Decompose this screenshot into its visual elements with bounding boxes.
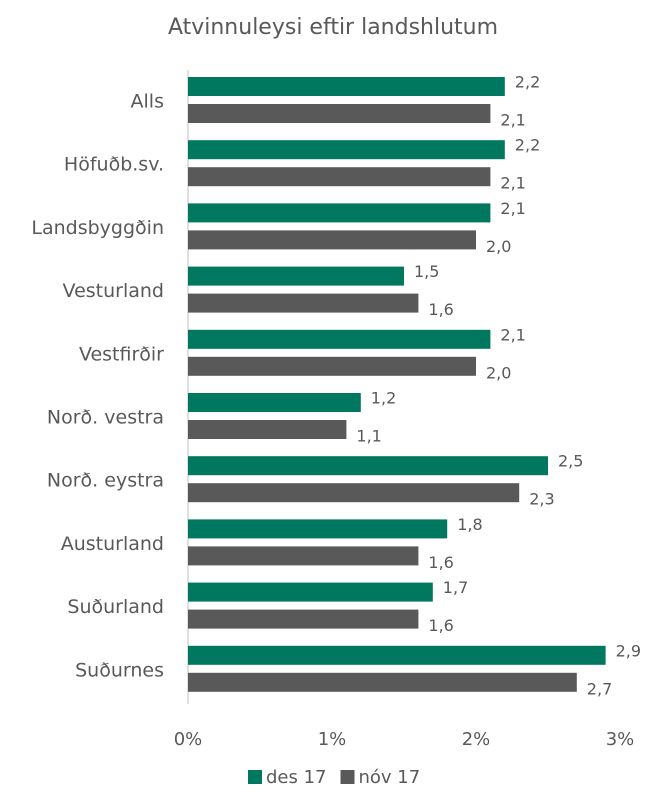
data-label: 1,6 xyxy=(428,616,453,635)
data-label: 1,8 xyxy=(457,515,482,534)
y-tick-label: Norð. vestra xyxy=(47,407,164,429)
bar xyxy=(188,329,491,349)
chart-title: Atvinnuleysi eftir landshlutum xyxy=(168,15,498,40)
bar xyxy=(188,77,505,96)
bar xyxy=(188,546,419,566)
bar xyxy=(188,456,548,476)
data-label: 1,1 xyxy=(356,427,381,446)
y-tick-label: Vesturland xyxy=(63,280,164,302)
y-tick-label: Suðurland xyxy=(67,596,164,618)
data-label: 2,9 xyxy=(616,641,641,660)
bar xyxy=(188,356,476,376)
x-tick-label: 1% xyxy=(318,729,347,750)
data-label: 2,5 xyxy=(558,452,583,471)
bar xyxy=(188,609,419,629)
data-label: 2,1 xyxy=(500,325,525,344)
legend-swatch xyxy=(340,770,355,784)
bar xyxy=(188,645,606,665)
bar xyxy=(188,266,404,286)
x-tick-label: 0% xyxy=(174,729,203,750)
bar xyxy=(188,167,491,187)
legend-label: nóv 17 xyxy=(359,767,421,788)
bar xyxy=(188,104,491,123)
bar xyxy=(188,483,520,503)
legend-swatch xyxy=(248,770,262,784)
data-label: 2,1 xyxy=(500,174,525,193)
data-label: 2,1 xyxy=(500,199,525,218)
bar xyxy=(188,672,577,692)
data-label: 1,2 xyxy=(371,389,396,408)
bar xyxy=(188,582,433,602)
data-label: 1,7 xyxy=(443,578,468,597)
bar xyxy=(188,230,476,250)
y-tick-label: Austurland xyxy=(61,533,164,555)
y-tick-label: Höfuðb.sv. xyxy=(64,154,164,176)
data-label: 2,2 xyxy=(515,73,540,92)
data-label: 2,0 xyxy=(486,363,511,382)
data-label: 1,5 xyxy=(414,262,439,281)
bar xyxy=(188,140,505,160)
data-label: 2,0 xyxy=(486,237,511,256)
bar xyxy=(188,293,419,313)
bar xyxy=(188,393,361,412)
y-tick-label: Norð. eystra xyxy=(47,470,164,492)
bar xyxy=(188,519,448,539)
x-tick-label: 2% xyxy=(462,729,491,750)
data-label: 2,2 xyxy=(515,136,540,155)
bar xyxy=(188,203,491,223)
data-label: 1,6 xyxy=(428,553,453,572)
y-tick-label: Suðurnes xyxy=(75,659,164,681)
legend-label: des 17 xyxy=(266,767,327,788)
data-label: 2,3 xyxy=(529,490,554,509)
y-tick-label: Vestfirðir xyxy=(79,343,164,365)
data-label: 2,7 xyxy=(587,679,612,698)
bar xyxy=(188,420,347,439)
data-label: 1,6 xyxy=(428,300,453,319)
data-label: 2,1 xyxy=(500,111,525,130)
y-tick-label: Alls xyxy=(131,91,164,113)
x-tick-label: 3% xyxy=(606,729,635,750)
y-tick-label: Landsbyggðin xyxy=(31,217,164,239)
